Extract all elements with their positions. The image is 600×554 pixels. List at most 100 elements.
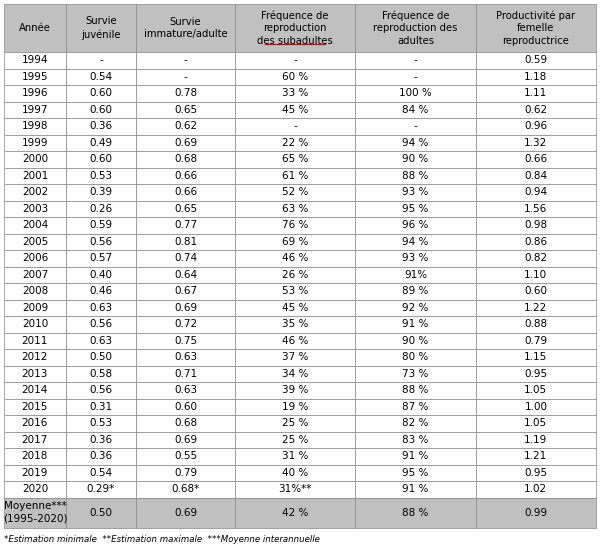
Bar <box>476 201 596 217</box>
Bar <box>66 118 136 135</box>
Bar <box>136 4 235 52</box>
Bar <box>66 217 136 233</box>
Bar <box>476 366 596 382</box>
Bar <box>136 366 235 382</box>
Bar <box>235 432 355 448</box>
Text: 91 %: 91 % <box>402 319 428 329</box>
Text: 42 %: 42 % <box>282 507 308 517</box>
Text: 2013: 2013 <box>22 369 48 379</box>
Text: -: - <box>184 55 187 65</box>
Text: 25 %: 25 % <box>282 418 308 428</box>
Text: 0.46: 0.46 <box>89 286 112 296</box>
Text: 46 %: 46 % <box>282 253 308 263</box>
Bar <box>476 85 596 101</box>
Bar <box>476 118 596 135</box>
Text: 2007: 2007 <box>22 270 48 280</box>
Bar <box>66 69 136 85</box>
Text: 0.84: 0.84 <box>524 171 547 181</box>
Text: 0.39: 0.39 <box>89 187 112 197</box>
Text: 0.66: 0.66 <box>174 187 197 197</box>
Text: 0.59: 0.59 <box>524 55 547 65</box>
Bar <box>355 481 476 497</box>
Text: 0.77: 0.77 <box>174 220 197 230</box>
Text: 0.66: 0.66 <box>174 171 197 181</box>
Text: 1.22: 1.22 <box>524 302 547 313</box>
Text: 0.50: 0.50 <box>89 352 112 362</box>
Bar <box>235 382 355 398</box>
Text: 0.60: 0.60 <box>174 402 197 412</box>
Text: 1.05: 1.05 <box>524 418 547 428</box>
Text: 0.60: 0.60 <box>524 286 547 296</box>
Bar <box>235 283 355 300</box>
Bar <box>355 316 476 332</box>
Bar <box>235 398 355 415</box>
Text: 40 %: 40 % <box>282 468 308 478</box>
Text: 91%: 91% <box>404 270 427 280</box>
Text: 0.55: 0.55 <box>174 452 197 461</box>
Bar <box>235 118 355 135</box>
Text: 0.26: 0.26 <box>89 204 112 214</box>
Text: 1998: 1998 <box>22 121 48 131</box>
Bar <box>66 497 136 527</box>
Bar <box>66 349 136 366</box>
Text: 0.78: 0.78 <box>174 88 197 98</box>
Text: 2011: 2011 <box>22 336 48 346</box>
Bar <box>66 332 136 349</box>
Bar <box>355 4 476 52</box>
Text: 0.94: 0.94 <box>524 187 547 197</box>
Text: 1.05: 1.05 <box>524 385 547 395</box>
Text: 2005: 2005 <box>22 237 48 247</box>
Text: 0.71: 0.71 <box>174 369 197 379</box>
Bar <box>66 283 136 300</box>
Bar <box>66 415 136 432</box>
Bar <box>355 464 476 481</box>
Bar <box>4 332 66 349</box>
Text: Fréquence de
reproduction
des subadultes: Fréquence de reproduction des subadultes <box>257 11 333 45</box>
Bar <box>476 184 596 201</box>
Text: -: - <box>413 121 418 131</box>
Text: 0.57: 0.57 <box>89 253 112 263</box>
Bar <box>355 415 476 432</box>
Text: 31 %: 31 % <box>282 452 308 461</box>
Text: 0.86: 0.86 <box>524 237 547 247</box>
Bar <box>355 233 476 250</box>
Text: 63 %: 63 % <box>282 204 308 214</box>
Text: 88 %: 88 % <box>402 507 428 517</box>
Text: 0.31: 0.31 <box>89 402 112 412</box>
Text: 2020: 2020 <box>22 484 48 494</box>
Bar <box>235 464 355 481</box>
Bar <box>235 250 355 266</box>
Bar <box>4 151 66 167</box>
Text: 84 %: 84 % <box>402 105 428 115</box>
Bar <box>4 366 66 382</box>
Bar <box>235 69 355 85</box>
Bar <box>66 250 136 266</box>
Text: 88 %: 88 % <box>402 385 428 395</box>
Bar <box>136 382 235 398</box>
Bar <box>235 300 355 316</box>
Bar <box>355 101 476 118</box>
Text: 0.60: 0.60 <box>89 154 112 164</box>
Text: 0.68: 0.68 <box>174 154 197 164</box>
Bar <box>66 432 136 448</box>
Text: 0.62: 0.62 <box>524 105 547 115</box>
Text: 1999: 1999 <box>22 138 48 148</box>
Bar <box>66 151 136 167</box>
Text: 0.69: 0.69 <box>174 435 197 445</box>
Text: 1.02: 1.02 <box>524 484 547 494</box>
Bar <box>136 52 235 69</box>
Bar <box>136 349 235 366</box>
Text: 1.10: 1.10 <box>524 270 547 280</box>
Text: Survie
juvénile: Survie juvénile <box>81 17 121 39</box>
Text: 2008: 2008 <box>22 286 48 296</box>
Bar <box>476 432 596 448</box>
Text: 0.65: 0.65 <box>174 105 197 115</box>
Bar <box>235 167 355 184</box>
Text: 0.56: 0.56 <box>89 319 112 329</box>
Bar <box>355 266 476 283</box>
Text: 76 %: 76 % <box>282 220 308 230</box>
Bar <box>4 118 66 135</box>
Text: 94 %: 94 % <box>402 237 428 247</box>
Bar <box>235 349 355 366</box>
Text: 2006: 2006 <box>22 253 48 263</box>
